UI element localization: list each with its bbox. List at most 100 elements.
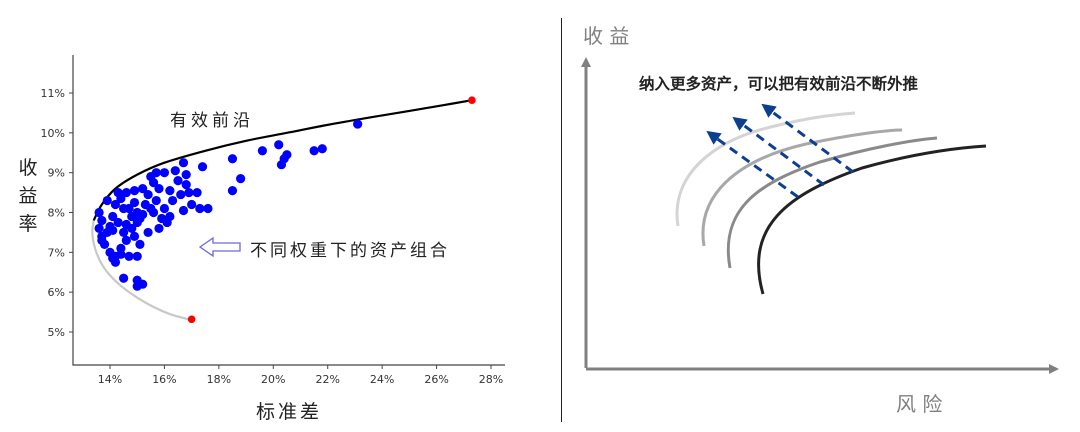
portfolio-dot: [309, 146, 319, 156]
portfolio-dot: [154, 184, 164, 194]
portfolio-dot: [257, 146, 267, 156]
portfolio-dot: [181, 180, 191, 190]
chart-axes: 14% 16% 18% 20% 22% 24% 26% 28% 5% 6% 7% 8% 9% 10% 11%: [41, 55, 505, 386]
x-tick-label: 24%: [370, 373, 394, 386]
portfolio-dot: [227, 154, 238, 164]
portfolio-dot: [176, 189, 186, 200]
portfolio-dot: [138, 184, 148, 194]
portfolio-label: 不同权重下的资产组合: [250, 241, 450, 261]
y-tick-label: 10%: [41, 127, 65, 140]
portfolio-dot: [151, 195, 161, 206]
portfolio-dot: [124, 251, 134, 261]
portfolio-dot: [178, 158, 189, 168]
x-tick-label: 18%: [207, 373, 231, 386]
portfolio-dot: [236, 174, 246, 184]
y-label-char: 收: [18, 157, 38, 179]
y-label-char: 益: [18, 185, 38, 207]
portfolio-dot: [129, 231, 140, 241]
portfolio-dot: [165, 211, 175, 222]
portfolio-dot: [143, 227, 153, 238]
left-chart-panel: 14% 16% 18% 20% 22% 24% 26% 28% 5% 6% 7% 8% 9% 10% 11%…: [16, 55, 505, 423]
diagram-caption: 纳入更多资产，可以把有效前沿不断外推: [639, 74, 919, 93]
portfolio-dot: [129, 185, 140, 196]
portfolio-dot: [170, 166, 180, 176]
x-tick-label: 22%: [315, 373, 339, 386]
right-diagram-panel: 收 益 纳入更多资产，可以把有效前沿不断外推 风 险: [562, 0, 1080, 428]
portfolio-dot: [119, 273, 129, 283]
x-axis-label: 标准差: [256, 401, 323, 423]
portfolio-dot: [119, 227, 129, 238]
portfolio-dot: [203, 203, 213, 214]
panel-divider: [561, 18, 562, 422]
portfolio-dot: [192, 187, 202, 198]
portfolio-dot: [110, 199, 121, 210]
portfolio-dot: [121, 235, 131, 245]
portfolio-dot: [197, 162, 208, 172]
y-tick-label: 6%: [48, 286, 65, 299]
endpoint-dot: [187, 315, 196, 324]
portfolio-dot: [94, 207, 104, 218]
portfolio-dot: [108, 211, 118, 222]
portfolio-dot: [143, 189, 153, 200]
portfolio-dot: [227, 185, 238, 196]
portfolio-dot: [129, 197, 140, 208]
y-tick-label: 7%: [48, 246, 65, 259]
portfolio-dot: [132, 281, 142, 291]
portfolio-dot: [151, 168, 161, 178]
y-label-char: 率: [18, 213, 38, 235]
y-tick-label: 8%: [48, 207, 65, 220]
frontier-curves-shifted: [675, 111, 987, 295]
frontier-label: 有效前沿: [170, 111, 254, 131]
portfolio-dot: [113, 217, 123, 228]
portfolio-dot: [317, 144, 327, 154]
portfolio-dot: [195, 203, 205, 214]
y-tick-label: 9%: [48, 167, 65, 180]
portfolio-dot: [124, 203, 134, 214]
portfolio-dot: [108, 225, 118, 236]
shift-arrows: [706, 103, 854, 199]
portfolio-dot: [181, 170, 191, 180]
portfolio-dot: [154, 223, 164, 234]
portfolio-dot: [135, 213, 145, 224]
portfolio-dot: [97, 215, 107, 226]
portfolio-dot: [178, 205, 189, 216]
endpoint-dot: [468, 96, 476, 104]
portfolio-dot: [279, 154, 289, 164]
portfolio-dot: [159, 203, 170, 214]
scatter-chart: 14% 16% 18% 20% 22% 24% 26% 28% 5% 6% 7% 8% 9% 10% 11%: [41, 55, 505, 386]
y-axis-label: 收 益 率: [16, 154, 40, 238]
portfolio-dot: [121, 187, 131, 198]
portfolio-dot: [116, 249, 126, 259]
portfolio-dot: [274, 140, 284, 150]
portfolio-dot: [132, 251, 142, 261]
diagram-x-label: 风 险: [896, 392, 943, 416]
portfolio-dot: [173, 176, 183, 186]
x-tick-label: 26%: [424, 373, 448, 386]
efficient-frontier-line: [92, 99, 473, 221]
inefficient-frontier-line: [91, 220, 192, 322]
portfolio-dot: [167, 195, 178, 206]
diagram-y-label: 收 益: [583, 24, 630, 48]
portfolio-arrow-icon: [198, 236, 241, 258]
x-tick-label: 20%: [261, 373, 285, 386]
y-tick-label: 5%: [48, 326, 65, 339]
endpoint-dots: [187, 96, 476, 324]
x-tick-label: 14%: [98, 373, 122, 386]
x-tick-label: 16%: [152, 373, 176, 386]
portfolio-dot: [135, 239, 145, 249]
portfolio-dot: [184, 187, 194, 198]
portfolio-dot: [187, 199, 197, 210]
x-tick-label: 28%: [479, 373, 503, 386]
diagram-axes: [581, 57, 1059, 374]
portfolio-dot: [102, 195, 112, 206]
portfolio-dot: [165, 185, 175, 196]
portfolio-dot: [94, 223, 104, 234]
portfolio-dots: [94, 119, 363, 291]
portfolio-dot: [159, 168, 170, 178]
y-tick-label: 11%: [41, 87, 65, 100]
frontier-shift-diagram: [581, 57, 1059, 374]
portfolio-dot: [353, 119, 363, 129]
portfolio-dot: [116, 193, 126, 204]
portfolio-dot: [97, 235, 107, 245]
axis-lines: [72, 55, 505, 366]
